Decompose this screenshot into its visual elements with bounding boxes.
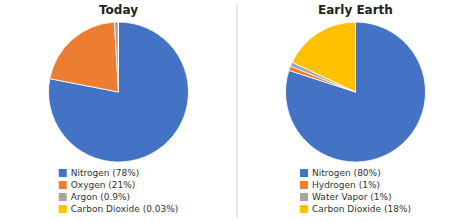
legend-swatch xyxy=(59,205,67,213)
pie xyxy=(48,22,188,162)
slice xyxy=(48,22,188,162)
legend-item: Carbon Dioxide (18%) xyxy=(300,204,411,214)
slice xyxy=(118,22,119,92)
legend-swatch xyxy=(300,181,308,189)
chart-title: Early Earth xyxy=(318,3,393,17)
legend-label: Water Vapor (1%) xyxy=(312,192,392,202)
legend: Nitrogen (78%) Oxygen (21%) Argon (0.9%) Ca… xyxy=(59,168,179,214)
legend-label: Nitrogen (78%) xyxy=(71,168,140,178)
legend-label: Nitrogen (80%) xyxy=(312,168,381,178)
legend-label: Oxygen (21%) xyxy=(71,180,136,190)
panel: Today Nitrogen (78%) Oxygen (21%) Argon (0.… xyxy=(48,3,188,214)
legend-swatch xyxy=(59,193,67,201)
legend-item: Nitrogen (78%) xyxy=(59,168,140,178)
legend-item: Hydrogen (1%) xyxy=(300,180,380,190)
legend-label: Carbon Dioxide (18%) xyxy=(312,204,411,214)
pie xyxy=(286,22,426,162)
legend-swatch xyxy=(300,193,308,201)
legend-swatch xyxy=(300,205,308,213)
legend-item: Carbon Dioxide (0.03%) xyxy=(59,204,179,214)
legend-label: Argon (0.9%) xyxy=(71,192,130,202)
chart-title: Today xyxy=(99,3,138,17)
slice xyxy=(292,22,355,92)
legend-swatch xyxy=(300,169,308,177)
divider xyxy=(237,4,238,217)
slice xyxy=(50,22,119,92)
slice xyxy=(114,22,118,92)
legend-swatch xyxy=(59,169,67,177)
legend: Nitrogen (80%) Hydrogen (1%) Water Vapor (… xyxy=(300,168,411,214)
legend-item: Oxygen (21%) xyxy=(59,180,136,190)
legend-item: Argon (0.9%) xyxy=(59,192,130,202)
slice xyxy=(286,22,426,162)
legend-label: Carbon Dioxide (0.03%) xyxy=(71,204,179,214)
legend-swatch xyxy=(59,181,67,189)
chart-root: Today Nitrogen (78%) Oxygen (21%) Argon (0.… xyxy=(0,0,474,222)
panel: Early Earth Nitrogen (80%) Hydrogen (1%) Wa… xyxy=(286,3,426,214)
legend-item: Nitrogen (80%) xyxy=(300,168,381,178)
legend-item: Water Vapor (1%) xyxy=(300,192,392,202)
legend-label: Hydrogen (1%) xyxy=(312,180,380,190)
